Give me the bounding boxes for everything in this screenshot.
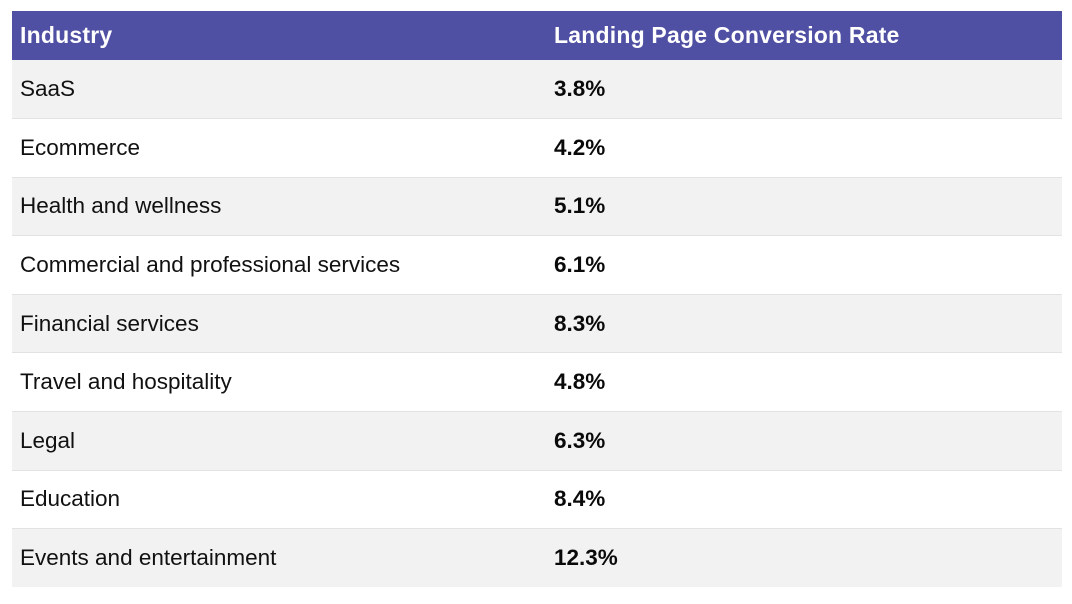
conversion-rate-table: Industry Landing Page Conversion Rate Sa… [12,11,1062,588]
rate-cell: 8.4% [554,486,606,512]
table-row: Financial services 8.3% [12,294,1062,353]
table-row: Travel and hospitality 4.8% [12,352,1062,412]
table-row: Events and entertainment 12.3% [12,528,1062,588]
table-body: SaaS 3.8% Ecommerce 4.2% Health and well… [12,60,1062,588]
table-row: Education 8.4% [12,470,1062,529]
rate-cell: 8.3% [554,310,606,336]
table-row: Legal 6.3% [12,411,1062,471]
conversion-rate-column-header: Landing Page Conversion Rate [554,22,900,48]
rate-cell: 3.8% [554,76,606,102]
table-row: Ecommerce 4.2% [12,118,1062,178]
industry-cell: Legal [20,427,76,453]
table-row: SaaS 3.8% [12,60,1062,119]
industry-column-header: Industry [20,22,113,48]
table-row: Commercial and professional services 6.1… [12,235,1062,295]
industry-cell: Events and entertainment [20,545,277,571]
rate-cell: 6.3% [554,427,606,453]
industry-cell: Ecommerce [20,134,141,160]
rate-cell: 4.8% [554,369,606,395]
industry-cell: SaaS [20,76,76,102]
industry-cell: Travel and hospitality [20,369,232,395]
rate-cell: 12.3% [554,545,618,571]
rate-cell: 4.2% [554,134,606,160]
rate-cell: 5.1% [554,193,606,219]
industry-cell: Education [20,486,121,512]
header-row: Industry Landing Page Conversion Rate [12,11,1062,60]
rate-cell: 6.1% [554,252,606,278]
table-header: Industry Landing Page Conversion Rate [12,11,1062,60]
industry-cell: Financial services [20,310,199,336]
industry-cell: Health and wellness [20,193,222,219]
conversion-rate-table-container: Industry Landing Page Conversion Rate Sa… [12,11,1062,588]
table-row: Health and wellness 5.1% [12,177,1062,236]
industry-cell: Commercial and professional services [20,252,401,278]
